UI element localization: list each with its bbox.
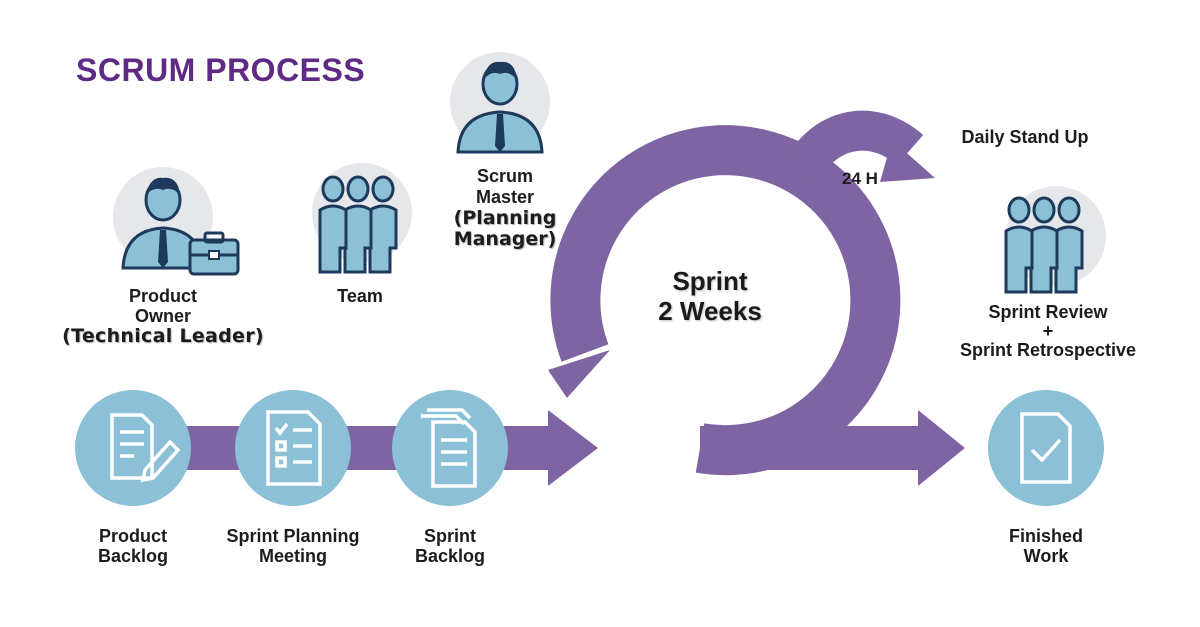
daily-standup-label: Daily Stand Up	[961, 127, 1089, 147]
person-tie-icon	[121, 177, 205, 270]
group-icon	[1004, 196, 1084, 294]
review-plus-sign: +	[1042, 321, 1054, 341]
finished-work-line-2: Work	[1023, 546, 1069, 566]
finished-work-label: Finished Work	[990, 526, 1102, 566]
sprint-retrospective-line: Sprint Retrospective	[959, 340, 1137, 360]
checklist-icon	[266, 410, 322, 486]
product-backlog-line-1: Product	[98, 526, 167, 546]
sprint-backlog-line-2: Backlog	[414, 546, 486, 566]
review-team-avatar	[1004, 186, 1106, 294]
product-backlog-line-2: Backlog	[97, 546, 169, 566]
product-backlog-circle	[75, 390, 191, 506]
documents-stack-icon	[421, 408, 477, 488]
flow-arrow-left	[130, 410, 598, 486]
sprint-label: Sprint	[672, 266, 748, 296]
product-owner-line-2: Owner	[134, 306, 191, 326]
scrum-master-avatar	[450, 52, 550, 154]
daily-interval-label: 24 H	[842, 169, 878, 188]
scrum-master-line-1: Scrum	[476, 166, 534, 186]
sprint-duration-label: Sprint 2 Weeks	[620, 266, 800, 326]
page-title: SCRUM PROCESS	[76, 52, 366, 88]
finished-work-line-1: Finished	[1008, 526, 1083, 546]
sprint-backlog-label: Sprint Backlog	[400, 526, 500, 566]
daily-loop-arrow	[781, 110, 935, 185]
product-owner-label: Product Owner (Technical Leader)	[56, 286, 270, 346]
scrum-master-line-4: Manager)	[453, 228, 557, 250]
product-owner-avatar	[113, 167, 240, 276]
scrum-master-line-3: (Planning	[453, 207, 557, 229]
sprint-planning-line-2: Meeting	[258, 546, 327, 566]
product-owner-line-1: Product	[128, 286, 197, 306]
product-owner-line-3: (Technical Leader)	[62, 325, 264, 347]
check-document-icon	[1020, 412, 1072, 484]
product-backlog-label: Product Backlog	[68, 526, 198, 566]
briefcase-icon	[188, 231, 240, 276]
group-icon	[318, 175, 398, 274]
scrum-master-label: Scrum Master (Planning Manager)	[446, 166, 564, 250]
sprint-planning-label: Sprint Planning Meeting	[206, 526, 380, 566]
sprint-backlog-circle	[392, 390, 508, 506]
sprint-planning-circle	[235, 390, 351, 506]
sprint-review-line: Sprint Review	[988, 302, 1108, 322]
sprint-weeks-label: 2 Weeks	[658, 296, 762, 326]
person-tie-icon	[456, 61, 544, 154]
scrum-master-line-2: Master	[475, 187, 535, 207]
sprint-planning-line-1: Sprint Planning	[226, 526, 360, 546]
team-avatar	[312, 163, 412, 274]
finished-work-circle	[988, 390, 1104, 506]
sprint-review-label: Sprint Review + Sprint Retrospective	[940, 303, 1156, 360]
edit-document-icon	[110, 413, 181, 483]
team-label: Team	[337, 286, 383, 306]
sprint-backlog-line-1: Sprint	[424, 526, 476, 546]
sprint-cycle-arrow	[548, 125, 965, 486]
